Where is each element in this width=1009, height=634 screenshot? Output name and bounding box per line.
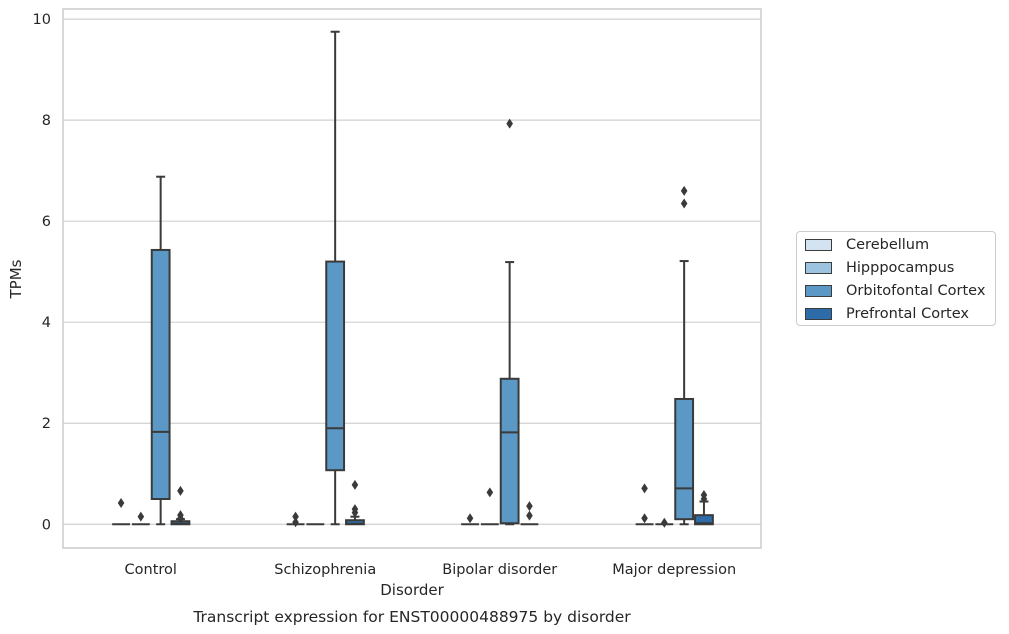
box-cerebellum-1 — [286, 511, 305, 528]
box-body — [499, 377, 520, 525]
outlier-point — [177, 513, 184, 524]
y-tick-label: 6 — [42, 214, 51, 230]
box-prefrontal-cortex-3 — [694, 489, 714, 526]
box-cerebellum-3 — [635, 483, 654, 526]
legend-label-hippocampus: Hipppocampus — [846, 260, 955, 276]
box-cerebellum-0 — [112, 498, 130, 526]
outlier-point — [117, 498, 125, 509]
box-cerebellum-2 — [461, 513, 479, 526]
box-series — [112, 30, 714, 528]
legend-label-orbitofrontal-cortex: Orbitofontal Cortex — [846, 283, 986, 299]
x-tick-label: Schizophrenia — [274, 562, 376, 578]
box-body — [325, 260, 346, 472]
legend-label-cerebellum: Cerebellum — [846, 237, 930, 253]
legend-swatch-prefrontal-cortex — [805, 308, 832, 320]
outlier-point — [137, 511, 145, 522]
box-orbitofontal-cortex-0 — [150, 175, 171, 526]
y-tick-label: 2 — [42, 416, 51, 432]
legend-swatch-cerebellum — [805, 239, 832, 251]
box-orbitofontal-cortex-1 — [325, 30, 346, 526]
outlier-point — [700, 494, 708, 504]
outlier-point — [641, 513, 648, 524]
x-tick-label: Bipolar disorder — [442, 562, 557, 578]
y-tick-label: 10 — [33, 12, 51, 28]
outlier-point — [641, 483, 648, 494]
box-body — [150, 248, 171, 500]
legend-item-cerebellum: Cerebellum — [805, 235, 929, 255]
x-tick-label: Control — [125, 562, 177, 578]
outlier-point — [661, 517, 668, 528]
legend-item-prefrontal-cortex: Prefrontal Cortex — [805, 304, 969, 324]
plot-frame — [62, 8, 762, 549]
chart-legend: Cerebellum Hipppocampus Orbitofontal Cor… — [796, 231, 996, 326]
box-hipppocampus-0 — [131, 511, 150, 526]
outlier-point — [526, 510, 533, 521]
outlier-point — [526, 501, 533, 512]
x-tick-label: Major depression — [612, 562, 736, 578]
outlier-point — [486, 487, 494, 498]
outlier-point — [680, 185, 688, 196]
box-body — [694, 514, 714, 526]
box-hipppocampus-3 — [655, 517, 674, 528]
outlier-point — [292, 517, 299, 528]
box-prefrontal-cortex-0 — [170, 485, 191, 526]
legend-item-orbitofrontal-cortex: Orbitofontal Cortex — [805, 281, 985, 301]
box-prefrontal-cortex-1 — [345, 479, 365, 526]
outlier-point — [466, 513, 474, 524]
y-tick-label: 0 — [42, 517, 51, 533]
legend-swatch-orbitofrontal-cortex — [805, 285, 832, 297]
outlier-point — [351, 479, 359, 490]
outlier-point — [506, 118, 513, 129]
y-tick-label: 4 — [42, 315, 51, 331]
outlier-point — [680, 198, 688, 209]
chart-title: Transcript expression for ENST0000048897… — [192, 608, 631, 626]
x-axis-label: Disorder — [380, 581, 444, 599]
box-body — [674, 397, 695, 521]
legend-swatch-hippocampus — [805, 262, 832, 274]
y-tick-labels: 0 2 4 6 8 10 — [33, 12, 51, 533]
legend-item-hippocampus: Hipppocampus — [805, 258, 954, 278]
outlier-point — [351, 507, 359, 518]
box-orbitofontal-cortex-2 — [499, 118, 520, 526]
outlier-point — [292, 511, 299, 522]
box-orbitofontal-cortex-3 — [674, 185, 695, 526]
x-tick-labels: Control Schizophrenia Bipolar disorder Majo… — [125, 562, 737, 578]
box-hipppocampus-2 — [480, 487, 499, 526]
y-axis-label: TPMs — [7, 259, 25, 299]
outlier-point — [177, 485, 184, 496]
y-tick-label: 8 — [42, 113, 51, 129]
box-prefrontal-cortex-2 — [520, 501, 539, 526]
legend-label-prefrontal-cortex: Prefrontal Cortex — [846, 306, 969, 322]
